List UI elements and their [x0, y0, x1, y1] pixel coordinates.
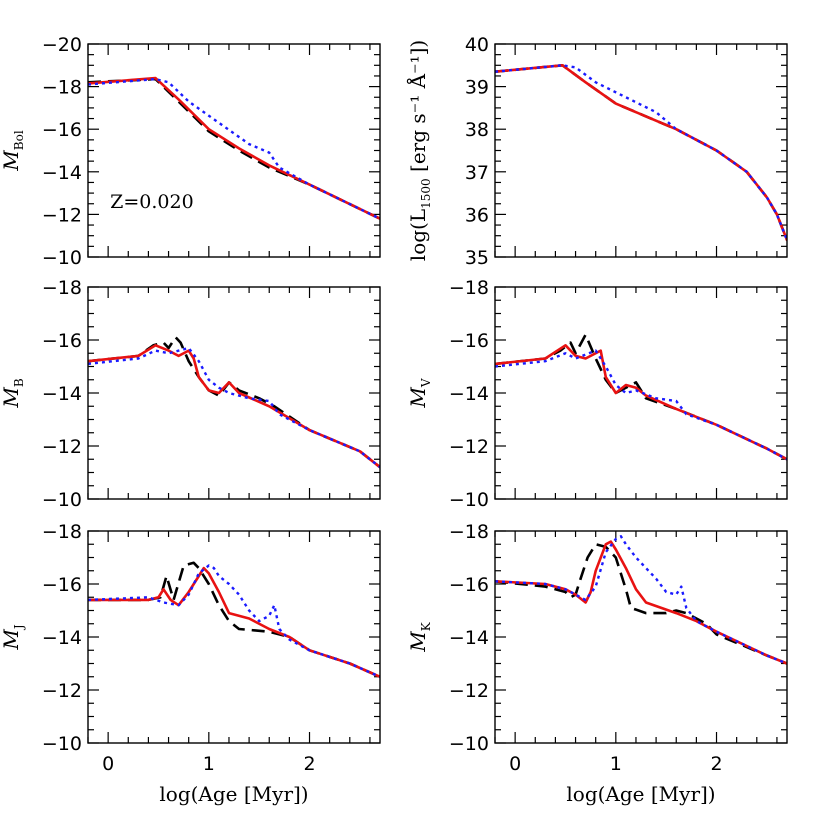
y-axis-label-subscript: K [419, 621, 433, 631]
y-axis-label-subscript: J [12, 624, 26, 631]
y-axis-label-subscript: 1500 [419, 178, 433, 209]
series-line-blue-dotted [88, 346, 380, 469]
series-group [495, 535, 787, 665]
y-axis-label-main: M [0, 150, 23, 172]
axes-frame [494, 286, 788, 500]
series-line-blue-dotted [495, 535, 787, 665]
series-line-blue-dotted [495, 349, 787, 461]
panel-mv: −10 −12 −14 −16 −18 MV [406, 277, 788, 511]
y-axis-label-main: M [0, 629, 23, 651]
y-tick-label: −18 [449, 277, 489, 299]
x-tick-label: 1 [610, 753, 622, 775]
series-line-red-solid [88, 344, 380, 469]
panel-mbol: −10 −12 −14 −16 −18 −20 MBol Z=0.020 [0, 34, 381, 269]
y-axis-label-main: M [406, 631, 430, 653]
series-group [495, 64, 787, 242]
y-tick-label: −10 [449, 489, 489, 511]
x-axis-label: log(Age [Myr]) [566, 782, 715, 806]
y-tick-label: −18 [42, 521, 82, 543]
y-tick-label: 38 [465, 119, 489, 141]
panel-mb: −10 −12 −14 −16 −18 MB [0, 277, 381, 511]
y-tick-label: −12 [42, 204, 82, 226]
series-line-red-solid [88, 566, 380, 679]
series-group [495, 333, 787, 461]
y-tick-label: −12 [449, 680, 489, 702]
series-line-black-dashed [495, 543, 787, 665]
series-group [88, 336, 380, 469]
x-tick-label: 2 [303, 753, 315, 775]
y-tick-label: −10 [42, 489, 82, 511]
x-axis-label: log(Age [Myr]) [159, 782, 308, 806]
y-axis-label: MBol [0, 130, 26, 172]
y-tick-label: −10 [42, 247, 82, 269]
axes-frame [87, 286, 381, 500]
y-axis-label-main: M [406, 387, 430, 409]
panel-mj: −10 −12 −14 −16 −18 0 1 2 log(Age [Myr]) MJ [0, 521, 381, 806]
series-line-red-solid [88, 76, 380, 220]
series-line-red-solid [495, 64, 787, 242]
y-tick-label: −14 [449, 627, 489, 649]
y-tick-label: −16 [449, 330, 489, 352]
series-line-blue-dotted [88, 564, 380, 678]
y-tick-label: 37 [465, 162, 489, 184]
y-tick-label: −14 [449, 383, 489, 405]
y-tick-label: 40 [465, 34, 489, 56]
y-axis-label-main: M [0, 387, 23, 409]
y-axis-label-subscript: Bol [12, 130, 26, 150]
y-tick-label: −18 [449, 521, 489, 543]
y-tick-label: −10 [449, 733, 489, 755]
series-line-black-dashed [88, 336, 380, 469]
y-axis-label: MV [406, 378, 433, 408]
y-axis-label: MB [0, 378, 26, 408]
x-tick-label: 0 [102, 753, 114, 775]
axes-frame [494, 43, 788, 258]
y-tick-label: −14 [42, 383, 82, 405]
y-axis-label-tail: [erg s⁻¹ Å⁻¹]) [405, 40, 430, 179]
x-tick-label: 0 [509, 753, 521, 775]
y-axis-label: MK [406, 621, 433, 652]
metallicity-annotation: Z=0.020 [110, 191, 194, 213]
axes-frame [87, 43, 381, 258]
y-axis-label: log(L1500 [erg s⁻¹ Å⁻¹]) [405, 40, 433, 261]
y-axis-label-main: log(L [406, 209, 430, 261]
y-tick-label: −14 [42, 627, 82, 649]
series-line-black-dashed [495, 333, 787, 461]
series-group [88, 76, 380, 220]
axes-frame [87, 530, 381, 744]
axes-frame [494, 530, 788, 744]
y-tick-label: −10 [42, 733, 82, 755]
y-axis-label-subscript: V [419, 378, 433, 388]
series-line-blue-dotted [88, 77, 380, 220]
y-axis-label: MJ [0, 624, 26, 650]
y-tick-label: −20 [42, 34, 82, 56]
y-tick-label: −16 [42, 119, 82, 141]
y-tick-label: 39 [465, 77, 489, 99]
y-tick-label: −12 [42, 436, 82, 458]
x-tick-label: 1 [203, 753, 215, 775]
y-tick-label: 35 [465, 247, 489, 269]
y-tick-label: −16 [449, 574, 489, 596]
panel-l1500: 35 36 37 38 39 40 log(L1500 [erg s⁻¹ Å⁻¹]) [405, 34, 788, 269]
panel-mk: −10 −12 −14 −16 −18 0 1 2 log(Age [Myr]) MK [406, 521, 788, 806]
y-tick-label: −16 [42, 574, 82, 596]
y-tick-label: −14 [42, 162, 82, 184]
series-line-black-dashed [495, 64, 787, 241]
y-tick-label: −12 [449, 436, 489, 458]
y-tick-label: −16 [42, 330, 82, 352]
x-tick-label: 2 [710, 753, 722, 775]
series-line-blue-dotted [495, 64, 787, 241]
series-group [88, 561, 380, 679]
y-tick-label: −12 [42, 680, 82, 702]
y-axis-label-subscript: B [12, 378, 26, 387]
y-tick-label: −18 [42, 277, 82, 299]
series-line-red-solid [495, 344, 787, 461]
y-tick-label: −18 [42, 77, 82, 99]
y-tick-label: 36 [465, 204, 489, 226]
